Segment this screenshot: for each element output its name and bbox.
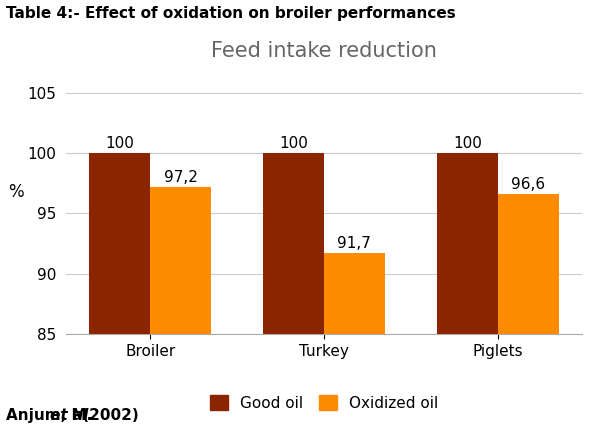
Text: 100: 100 [279,136,308,151]
Bar [89,153,150,428]
Bar [437,153,498,428]
Text: 97,2: 97,2 [164,170,197,185]
Legend: Good oil, Oxidized oil: Good oil, Oxidized oil [203,389,445,417]
Y-axis label: %: % [8,183,24,201]
Text: 100: 100 [453,136,482,151]
Text: Table 4:- Effect of oxidation on broiler performances: Table 4:- Effect of oxidation on broiler… [6,6,456,21]
Text: (2002): (2002) [77,408,139,423]
Text: 96,6: 96,6 [511,177,545,192]
Text: et al.: et al. [50,408,94,423]
Bar [263,153,324,428]
Text: 100: 100 [106,136,134,151]
Bar [498,194,559,428]
Bar [324,253,385,428]
Title: Feed intake reduction: Feed intake reduction [211,42,437,61]
Bar [150,187,211,428]
Text: 91,7: 91,7 [337,236,371,251]
Text: Anjum, M.: Anjum, M. [6,408,97,423]
